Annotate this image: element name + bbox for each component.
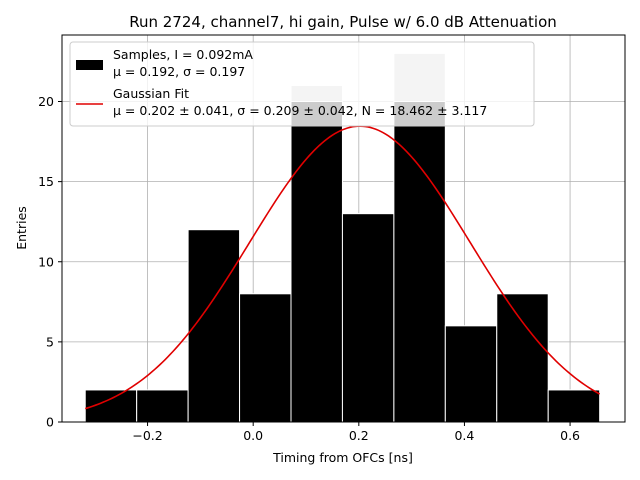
legend-fit-line2: μ = 0.202 ± 0.041, σ = 0.209 ± 0.042, N … [113, 103, 487, 118]
histogram-bar-1 [136, 389, 189, 423]
legend-fit-line1: Gaussian Fit [113, 86, 189, 101]
histogram-bar-4 [290, 101, 343, 423]
legend: Samples, I = 0.092mA μ = 0.192, σ = 0.19… [69, 41, 535, 127]
histogram-bar-7 [444, 325, 498, 423]
x-tick-label-0: −0.2 [132, 428, 162, 443]
x-tick-label-2: 0.2 [349, 428, 369, 443]
legend-samples-line2: μ = 0.192, σ = 0.197 [113, 64, 245, 79]
y-axis-label: Entries [14, 206, 29, 250]
legend-samples-swatch [76, 60, 103, 70]
legend-box [69, 41, 535, 127]
y-tick-label-4: 20 [38, 94, 54, 109]
histogram-bar-9 [547, 389, 601, 423]
histogram-bar-2 [187, 229, 241, 423]
x-axis-ticks: −0.2 0.0 0.2 0.4 0.6 [132, 422, 580, 443]
histogram-bar-3 [239, 293, 292, 423]
x-axis-label: Timing from OFCs [ns] [272, 450, 413, 465]
y-tick-label-2: 10 [38, 254, 54, 269]
chart-title: Run 2724, channel7, hi gain, Pulse w/ 6.… [129, 13, 557, 31]
x-tick-label-4: 0.6 [560, 428, 580, 443]
histogram-bar-6 [393, 101, 446, 423]
x-tick-label-3: 0.4 [454, 428, 474, 443]
histogram-bar-5 [341, 213, 395, 423]
gaussian-fit-curve [85, 125, 601, 410]
plot-frame [61, 34, 626, 423]
legend-samples-line1: Samples, I = 0.092mA [113, 47, 253, 62]
x-tick-label-1: 0.0 [243, 428, 263, 443]
histogram-bar-8 [496, 293, 549, 423]
y-tick-label-1: 5 [46, 334, 54, 349]
y-axis-ticks: 0 5 10 15 20 [38, 94, 62, 430]
y-tick-label-0: 0 [46, 415, 54, 430]
y-tick-label-3: 15 [38, 174, 54, 189]
